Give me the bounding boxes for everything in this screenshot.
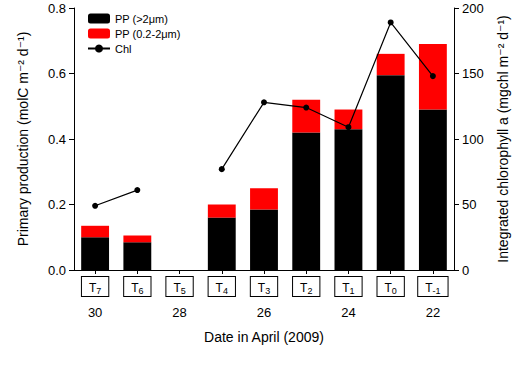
svg-text:0.4: 0.4: [48, 132, 66, 147]
svg-text:T: T: [342, 280, 350, 295]
svg-text:0: 0: [392, 286, 397, 296]
svg-text:T: T: [215, 280, 223, 295]
svg-text:0.8: 0.8: [48, 1, 66, 16]
svg-text:3: 3: [265, 286, 270, 296]
svg-text:150: 150: [462, 66, 484, 81]
svg-text:0.0: 0.0: [48, 263, 66, 278]
svg-text:T: T: [384, 280, 392, 295]
svg-text:2: 2: [307, 286, 312, 296]
svg-text:26: 26: [257, 305, 271, 320]
svg-text:Primary production (molC m⁻² d: Primary production (molC m⁻² d⁻¹): [15, 32, 31, 247]
svg-text:6: 6: [138, 286, 143, 296]
svg-text:50: 50: [462, 197, 476, 212]
svg-text:4: 4: [223, 286, 228, 296]
svg-text:Integrated chlorophyll a (mgch: Integrated chlorophyll a (mgchl m⁻² d⁻¹): [495, 15, 511, 262]
svg-text:200: 200: [462, 1, 484, 16]
svg-text:T: T: [131, 280, 139, 295]
svg-text:28: 28: [172, 305, 186, 320]
svg-text:5: 5: [181, 286, 186, 296]
svg-text:Chl: Chl: [115, 43, 132, 55]
svg-text:T: T: [88, 280, 97, 295]
svg-text:-1: -1: [433, 286, 441, 296]
svg-text:0.6: 0.6: [48, 66, 66, 81]
svg-text:100: 100: [462, 132, 484, 147]
svg-text:7: 7: [96, 286, 101, 296]
svg-text:0: 0: [462, 263, 469, 278]
svg-text:30: 30: [88, 305, 102, 320]
svg-text:PP (0.2-2μm): PP (0.2-2μm): [115, 28, 180, 40]
svg-text:PP (>2μm): PP (>2μm): [115, 13, 168, 25]
svg-text:1: 1: [350, 286, 355, 296]
svg-text:24: 24: [341, 305, 355, 320]
svg-text:0.2: 0.2: [48, 197, 66, 212]
svg-text:T: T: [300, 280, 308, 295]
svg-text:22: 22: [426, 305, 440, 320]
svg-text:T: T: [425, 280, 433, 295]
svg-text:T: T: [257, 280, 266, 295]
svg-text:T: T: [173, 280, 181, 295]
svg-text:Date in April (2009): Date in April (2009): [204, 329, 324, 345]
